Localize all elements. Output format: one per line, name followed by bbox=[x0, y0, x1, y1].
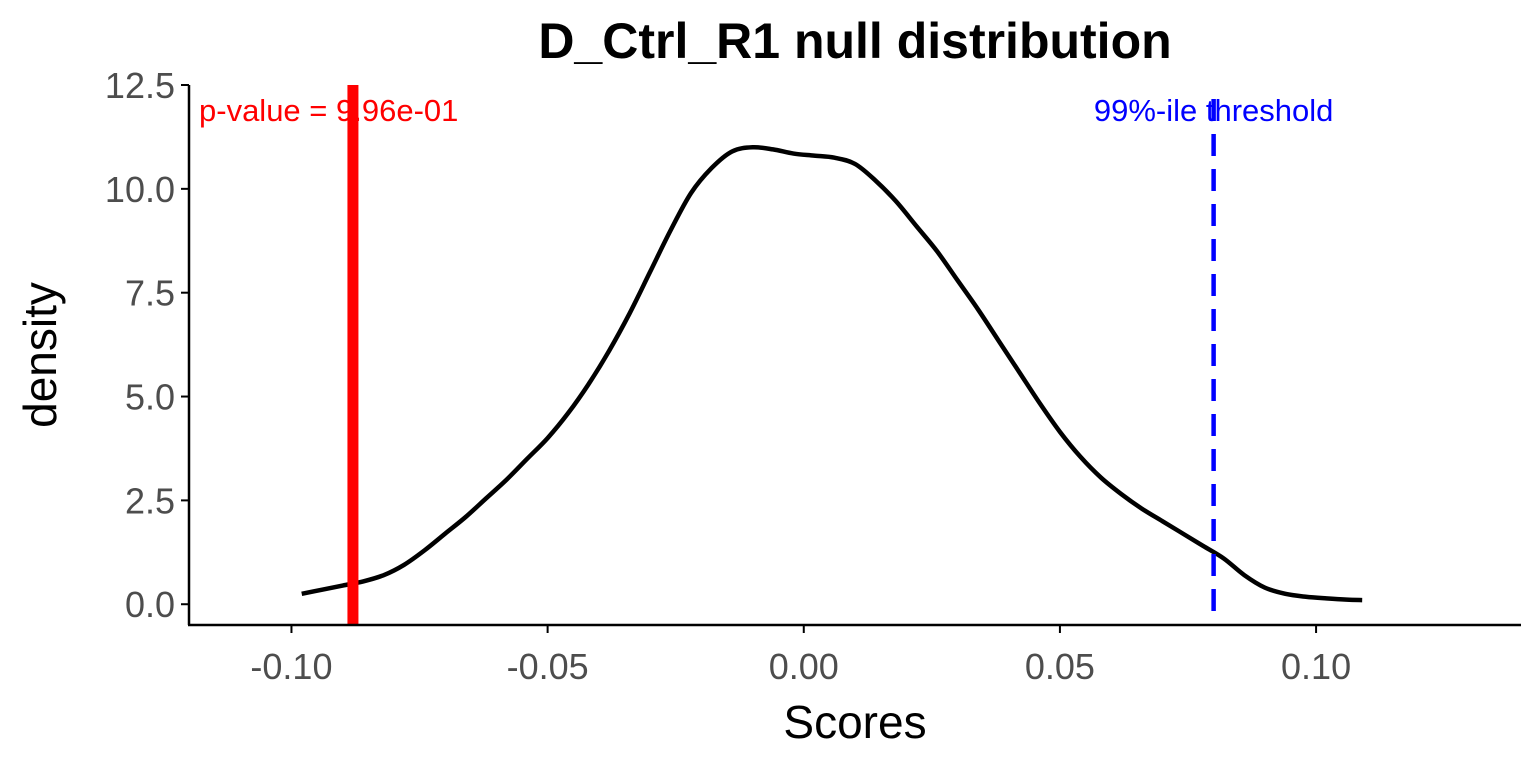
plot-area: p-value = 9.96e-01 99%-ile threshold bbox=[199, 85, 1363, 625]
y-axis-title: density bbox=[14, 282, 66, 428]
chart-title: D_Ctrl_R1 null distribution bbox=[538, 13, 1171, 69]
y-tick-label: 0.0 bbox=[125, 584, 175, 625]
x-tick-label: -0.05 bbox=[507, 646, 589, 687]
x-tick-label: 0.10 bbox=[1281, 646, 1351, 687]
x-axis-title: Scores bbox=[783, 696, 926, 748]
y-tick-label: 7.5 bbox=[125, 273, 175, 314]
density-curve bbox=[301, 145, 1363, 603]
y-tick-label: 5.0 bbox=[125, 377, 175, 418]
x-ticks: -0.10 -0.05 0.00 0.05 0.10 bbox=[250, 625, 1351, 687]
x-tick-label: 0.00 bbox=[769, 646, 839, 687]
y-tick-label: 12.5 bbox=[105, 65, 175, 106]
x-tick-label: 0.05 bbox=[1025, 646, 1095, 687]
x-tick-label: -0.10 bbox=[250, 646, 332, 687]
y-tick-label: 2.5 bbox=[125, 480, 175, 521]
pvalue-label: p-value = 9.96e-01 bbox=[199, 93, 458, 128]
y-ticks: 0.0 2.5 5.0 7.5 10.0 12.5 bbox=[105, 65, 189, 625]
y-tick-label: 10.0 bbox=[105, 169, 175, 210]
threshold-label: 99%-ile threshold bbox=[1094, 93, 1334, 128]
